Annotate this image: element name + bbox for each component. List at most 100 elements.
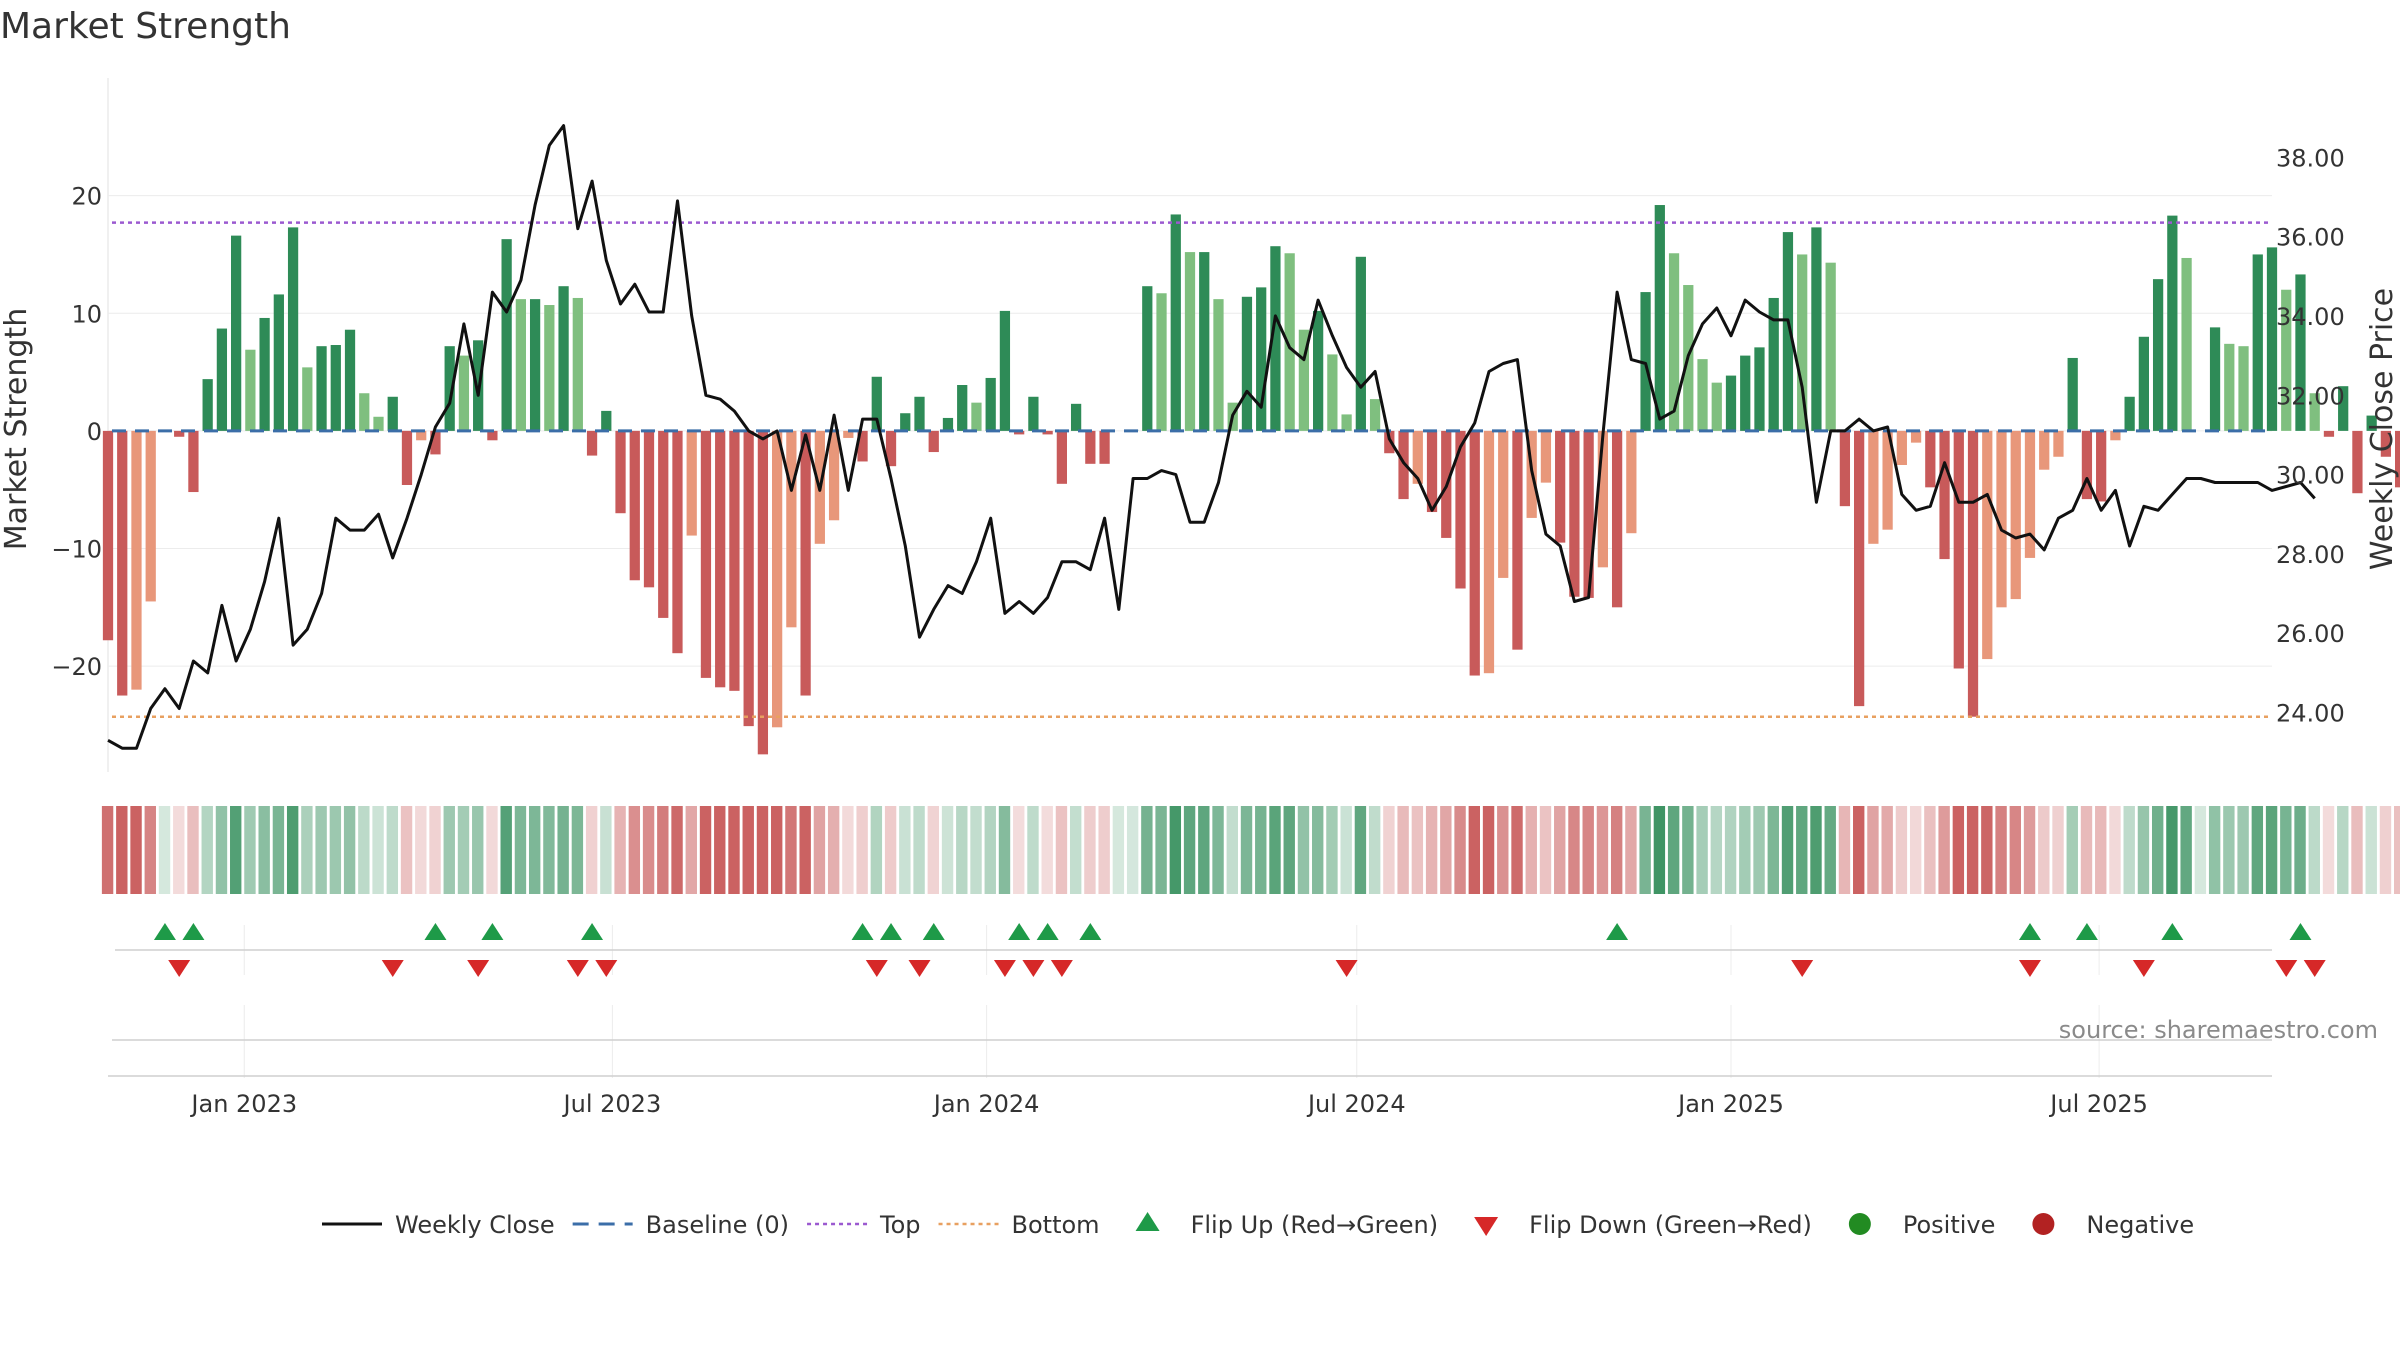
strip-cell: [2066, 806, 2078, 894]
strip-cell: [1411, 806, 1424, 894]
flip-up-marker: [1606, 923, 1629, 940]
strength-bar: [1569, 430, 1580, 597]
strength-bar: [2338, 386, 2349, 431]
strip-cell: [415, 806, 427, 894]
strip-cell: [870, 806, 883, 894]
strength-bar: [1099, 430, 1110, 464]
strength-bar: [1455, 430, 1466, 589]
strength-bar: [2053, 430, 2064, 457]
strip-cell: [1155, 806, 1167, 894]
y-tick-label: −10: [51, 536, 102, 564]
strip-cell: [2237, 806, 2249, 894]
flip-up-marker: [1079, 923, 1102, 940]
strip-cell: [685, 806, 697, 894]
strength-bar: [2281, 289, 2292, 431]
strength-bar: [672, 430, 683, 654]
strip-cell: [2294, 806, 2306, 894]
strength-bar: [572, 297, 583, 431]
flip-up-marker: [922, 923, 945, 940]
strip-cell: [201, 806, 213, 894]
strength-bar: [174, 430, 185, 437]
strength-color-strip: [101, 806, 2400, 894]
strip-cell: [2223, 806, 2235, 894]
strength-bar: [700, 430, 712, 678]
strength-bar: [985, 377, 996, 431]
strip-cell: [2379, 806, 2392, 894]
strip-cell: [443, 806, 455, 894]
flip-up-marker: [851, 923, 874, 940]
strip-cell: [1383, 806, 1395, 894]
strength-bar: [686, 430, 697, 536]
strip-cell: [984, 806, 996, 894]
strip-cell: [1952, 806, 1965, 894]
strength-bar: [1555, 430, 1566, 543]
x-tick-label: Jul 2025: [2048, 1090, 2148, 1118]
strip-cell: [614, 806, 626, 894]
strength-bar: [1654, 205, 1665, 431]
strength-bar: [971, 402, 982, 431]
strip-cell: [1212, 806, 1224, 894]
strength-bar: [786, 430, 797, 628]
strip-cell: [1724, 806, 1737, 894]
strength-bar: [1668, 253, 1680, 431]
strip-cell: [714, 806, 726, 894]
strength-bar: [2224, 343, 2235, 431]
flip-up-marker: [2075, 923, 2098, 940]
strength-bar: [1868, 430, 1879, 544]
strip-cell: [2109, 806, 2121, 894]
strength-bar: [2024, 430, 2036, 558]
strip-cell: [1069, 806, 1082, 894]
strength-bar: [1313, 310, 1324, 431]
strength-bar: [344, 329, 356, 431]
strip-cell: [856, 806, 868, 894]
flip-markers: [115, 923, 2326, 977]
strength-bar: [999, 310, 1011, 431]
strip-cell: [514, 806, 527, 894]
strip-cell: [2023, 806, 2036, 894]
flip-down-marker: [168, 960, 191, 977]
strip-cell: [941, 806, 954, 894]
chart-title: Market Strength: [0, 6, 291, 47]
x-axis: Jan 2023 Jul 2023 Jan 2024 Jul 2024 Jan 2025…: [108, 1039, 2272, 1118]
strip-cell: [2038, 806, 2050, 894]
strength-bar: [2366, 415, 2377, 431]
legend-label: Positive: [1903, 1211, 1996, 1239]
strip-cell: [1938, 806, 1950, 894]
strength-bar: [1910, 430, 1922, 443]
legend-item-flip-down: Flip Down (Green→Red): [1474, 1211, 1812, 1239]
strength-bar: [287, 227, 299, 431]
strip-cell: [1767, 806, 1779, 894]
strength-bar: [2395, 430, 2400, 488]
y2-tick-label: 34.00: [2276, 303, 2345, 331]
strip-cell: [671, 806, 683, 894]
strength-bar: [2067, 357, 2078, 431]
strip-cell: [1796, 806, 1808, 894]
strip-cell: [1739, 806, 1751, 894]
flip-up-marker: [153, 923, 176, 940]
y2-tick-label: 36.00: [2276, 224, 2345, 252]
strength-bar: [1740, 355, 1751, 431]
strip-cell: [1425, 806, 1438, 894]
flip-up-marker: [880, 923, 903, 940]
strength-bar: [1327, 354, 1338, 431]
strip-cell: [2337, 806, 2349, 894]
strength-bar: [743, 430, 754, 727]
strength-bar: [117, 430, 128, 696]
strip-cell: [315, 806, 327, 894]
strip-cell: [1283, 806, 1295, 894]
strength-bar: [615, 430, 626, 514]
strip-cell: [1867, 806, 1879, 894]
strength-bar: [1156, 293, 1167, 431]
flip-up-marker: [1008, 923, 1031, 940]
flip-up-marker: [1036, 923, 1059, 940]
strength-bar: [1839, 430, 1851, 507]
strip-cell: [2308, 806, 2320, 894]
strip-cell: [827, 806, 840, 894]
strength-bar: [757, 430, 769, 755]
legend-item-bottom: Bottom: [938, 1211, 1100, 1239]
strength-bar: [1725, 375, 1737, 431]
flip-down-marker: [908, 960, 931, 977]
strip-cell: [372, 806, 384, 894]
strip-cell: [429, 806, 441, 894]
strip-cell: [1297, 806, 1310, 894]
